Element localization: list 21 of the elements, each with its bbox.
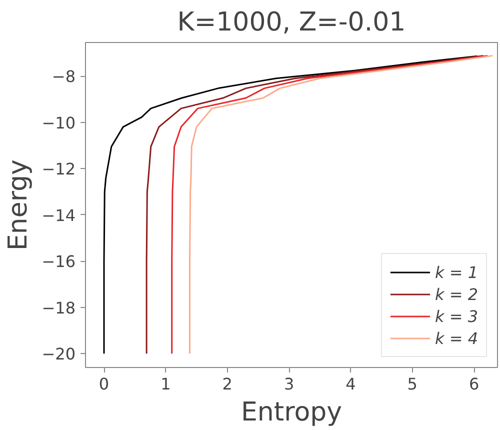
y-tick-label: −8 [52,67,76,86]
legend-label: k = 2 [434,284,478,304]
y-tick-label: −10 [42,113,76,132]
chart-title: K=1000, Z=-0.01 [177,8,406,38]
y-axis-title: Energy [4,159,34,251]
x-tick-label: 0 [98,374,110,394]
x-tick-label: 1 [160,374,171,394]
x-tick-label: 6 [468,374,480,394]
y-tick-label: −14 [42,206,76,225]
y-tick-label: −16 [42,252,76,272]
legend-label: k = 3 [434,306,478,326]
x-tick-label: 3 [284,374,294,394]
y-tick-label: −12 [42,160,76,179]
legend-label: k = 1 [434,262,478,282]
x-tick-label: 2 [222,374,232,394]
y-tick-label: −20 [42,344,76,364]
x-tick-label: 4 [346,374,356,394]
legend-label: k = 4 [434,328,478,348]
y-tick-label: −18 [42,298,76,318]
x-tick-label: 5 [407,374,418,394]
x-axis-title: Entropy [240,398,342,428]
